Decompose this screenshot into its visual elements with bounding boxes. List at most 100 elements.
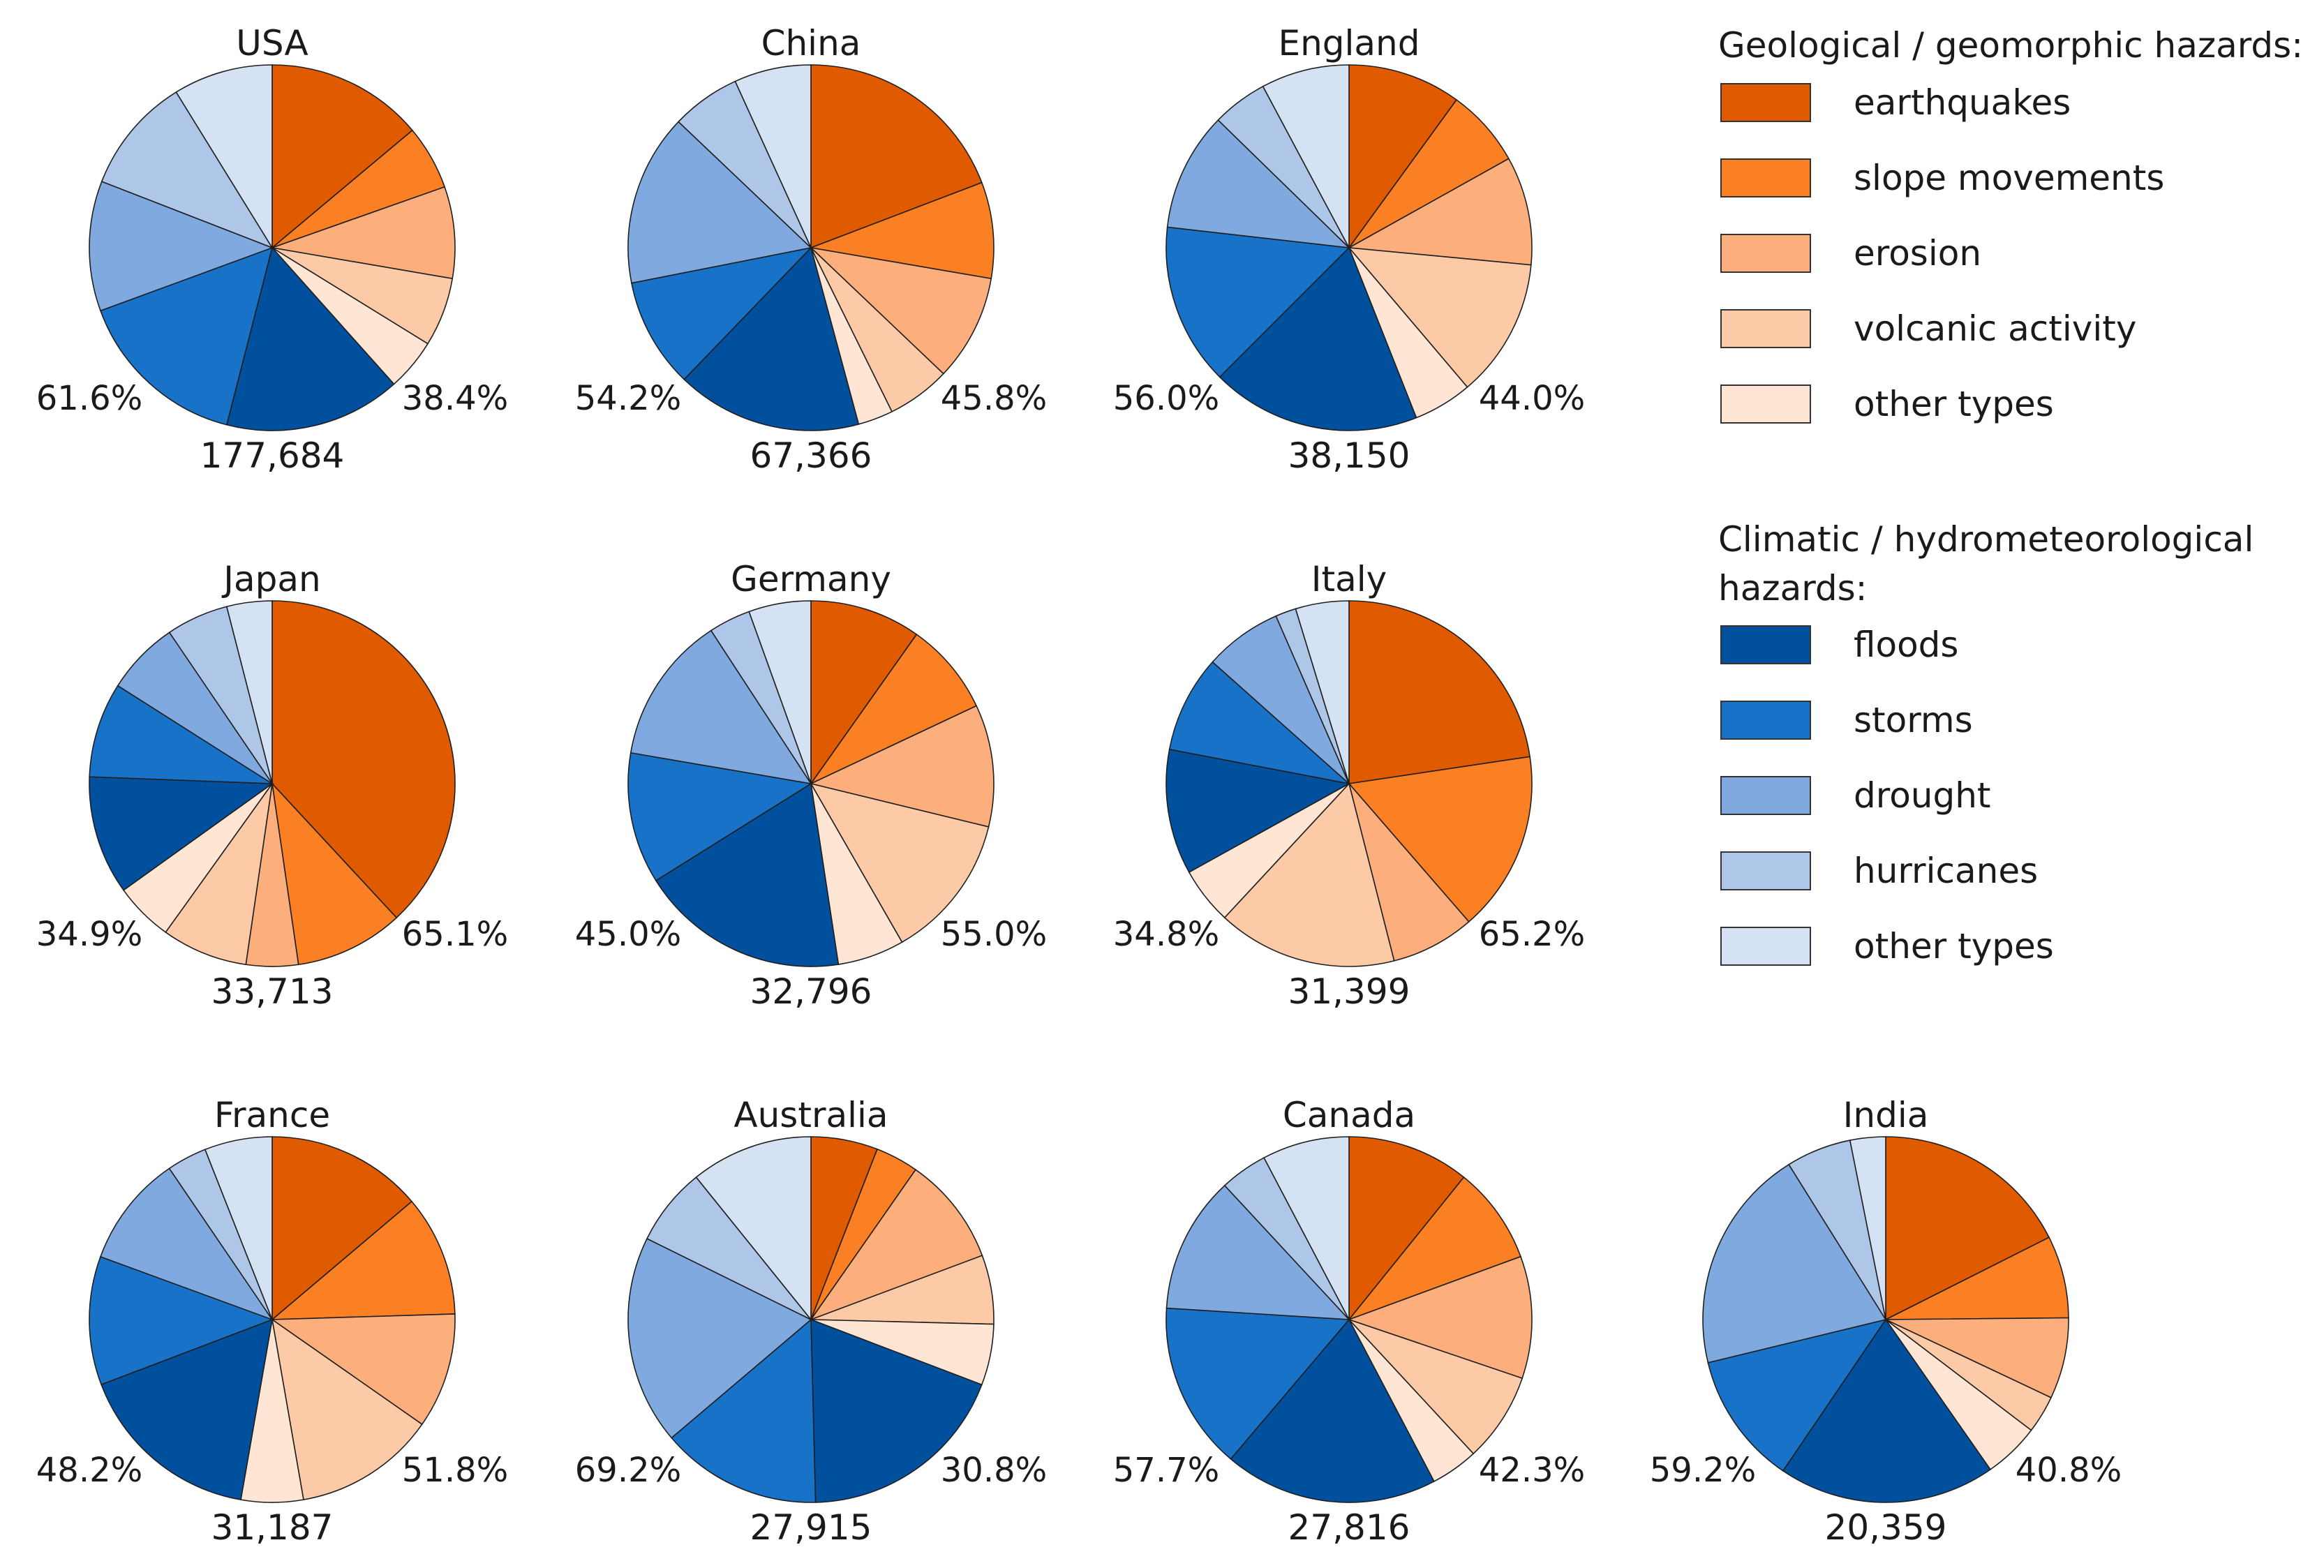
- pie-slice-germany-erosion: [809, 705, 995, 828]
- pie-title-italy: Italy: [1311, 559, 1387, 599]
- legend-swatch-other-climatic: [1720, 927, 1811, 966]
- total-label-france: 31,187: [211, 1507, 334, 1548]
- pie-slice-france-erosion: [270, 1313, 456, 1426]
- legend-label-volcanic-activity: volcanic activity: [1854, 308, 2136, 349]
- geo-pct-label-india: 40.8%: [2016, 1451, 2122, 1490]
- geo-pct-label-japan: 65.1%: [402, 915, 508, 954]
- legend-clim-items: floods storms drought hurricanes other types: [1720, 625, 2054, 966]
- pie-slice-italy-earthquakes: [1348, 600, 1531, 784]
- legend-swatch-floods: [1720, 625, 1811, 664]
- pie-slice-india-slope-movements: [1885, 1237, 2069, 1320]
- pie-slice-england-storms: [1165, 226, 1350, 378]
- legend-swatch-hurricanes: [1720, 851, 1811, 890]
- pie-title-india: India: [1843, 1095, 1929, 1135]
- geo-pct-label-canada: 42.3%: [1479, 1451, 1585, 1490]
- pie-slice-italy-volcanic-activity: [1223, 782, 1395, 967]
- total-label-australia: 27,915: [750, 1507, 872, 1548]
- geo-pct-label-usa: 38.4%: [402, 379, 508, 418]
- pie-slice-england-other-climatic: [1262, 64, 1350, 248]
- pie-slice-japan-storms: [89, 685, 274, 784]
- pie-slice-germany-other-climatic: [748, 600, 812, 784]
- total-label-japan: 33,713: [211, 971, 334, 1012]
- pie-slice-china-floods: [683, 246, 860, 431]
- legend-label-floods: floods: [1854, 625, 1958, 665]
- pie-slice-japan-earthquakes: [271, 600, 456, 919]
- pie-slice-germany-floods: [655, 782, 840, 967]
- legend-swatch-other-geo: [1720, 384, 1811, 424]
- pie-slice-china-drought: [627, 121, 812, 284]
- pie-slice-canada-drought: [1165, 1184, 1350, 1320]
- pie-title-australia: Australia: [733, 1095, 888, 1135]
- pie-australia: Australia 69.2% 30.8% 27,915: [575, 1095, 1047, 1548]
- pie-china: China 54.2% 45.8% 67,366: [575, 23, 1047, 476]
- pie-slice-china-earthquakes: [810, 64, 983, 249]
- total-label-china: 67,366: [750, 435, 872, 476]
- pie-slice-italy-storms: [1168, 661, 1351, 785]
- pie-title-usa: USA: [236, 23, 308, 64]
- legend-geo-items: earthquakes slope movements erosion volcani…: [1720, 82, 2164, 424]
- clim-pct-label-germany: 45.0%: [575, 915, 681, 954]
- geo-pct-label-australia: 30.8%: [941, 1451, 1047, 1490]
- pie-slice-canada-other-climatic: [1263, 1136, 1350, 1320]
- geo-pct-label-france: 51.8%: [402, 1451, 508, 1490]
- geo-pct-label-italy: 65.2%: [1479, 915, 1585, 954]
- pie-slice-usa-earthquakes: [271, 64, 413, 249]
- pie-slice-usa-erosion: [269, 186, 456, 280]
- pie-slice-france-slope-movements: [270, 1200, 456, 1320]
- pie-slice-italy-slope-movements: [1348, 756, 1533, 923]
- total-label-india: 20,359: [1825, 1507, 1947, 1548]
- clim-pct-label-italy: 34.8%: [1113, 915, 1219, 954]
- total-label-italy: 31,399: [1288, 971, 1410, 1012]
- pie-slice-germany-drought: [630, 629, 812, 785]
- pie-slice-china-storms: [631, 246, 813, 380]
- pie-title-france: France: [214, 1095, 330, 1135]
- pie-slice-usa-other-climatic: [175, 64, 273, 250]
- pie-slice-italy-drought: [1212, 615, 1350, 784]
- total-label-usa: 177,684: [200, 435, 345, 476]
- pie-title-germany: Germany: [731, 559, 891, 599]
- clim-pct-label-japan: 34.9%: [36, 915, 142, 954]
- pie-slice-england-volcanic-activity: [1348, 247, 1532, 388]
- pie-slice-england-slope-movements: [1348, 98, 1510, 248]
- pie-slice-germany-volcanic-activity: [810, 782, 990, 943]
- pie-slice-england-floods: [1219, 246, 1417, 431]
- pie-slice-japan-floods: [89, 776, 274, 891]
- pie-slice-australia-hurricanes: [646, 1176, 812, 1320]
- geo-pct-label-china: 45.8%: [941, 379, 1047, 418]
- pie-slice-canada-volcanic-activity: [1348, 1319, 1524, 1455]
- legend-label-drought: drought: [1854, 775, 1991, 816]
- legend-label-hurricanes: hurricanes: [1854, 851, 2038, 891]
- pie-slice-canada-storms: [1165, 1307, 1350, 1460]
- pie-slice-japan-slope-movements: [271, 782, 398, 966]
- pie-slice-germany-storms: [627, 752, 813, 882]
- clim-pct-label-china: 54.2%: [575, 379, 681, 418]
- legend-swatch-earthquakes: [1720, 83, 1811, 122]
- pie-slice-canada-erosion: [1347, 1255, 1533, 1380]
- pie-slice-india-floods: [1782, 1318, 1992, 1503]
- pie-england: England 56.0% 44.0% 38,150: [1113, 23, 1585, 476]
- pie-slice-china-erosion: [809, 246, 992, 375]
- legend-swatch-storms: [1720, 701, 1811, 740]
- legend-clim-heading-line1: Climatic / hydrometeorological: [1718, 519, 2254, 560]
- pie-canada: Canada 57.7% 42.3% 27,816: [1113, 1095, 1585, 1548]
- pie-slice-india-erosion: [1885, 1317, 2069, 1398]
- pie-title-china: China: [761, 23, 861, 64]
- pie-slice-italy-erosion: [1348, 783, 1470, 962]
- clim-pct-label-australia: 69.2%: [575, 1451, 681, 1490]
- legend-label-slope-movements: slope movements: [1854, 158, 2164, 198]
- pie-india: India 59.2% 40.8% 20,359: [1650, 1095, 2122, 1548]
- pie-slice-canada-floods: [1230, 1318, 1435, 1503]
- legend-label-storms: storms: [1854, 700, 1973, 740]
- legend-swatch-erosion: [1720, 234, 1811, 273]
- pie-slice-france-floods: [100, 1318, 274, 1501]
- pie-slice-usa-drought: [89, 181, 274, 312]
- pie-slice-canada-earthquakes: [1348, 1136, 1465, 1322]
- pie-italy: Italy 34.8% 65.2% 31,399: [1113, 559, 1585, 1012]
- pie-slice-england-erosion: [1347, 158, 1533, 266]
- geo-pct-label-germany: 55.0%: [941, 915, 1047, 954]
- pie-slice-china-slope-movements: [808, 181, 995, 280]
- pie-slice-china-other-climatic: [734, 64, 812, 248]
- pie-title-canada: Canada: [1283, 1095, 1415, 1135]
- legend-label-other-climatic: other types: [1854, 926, 2054, 966]
- pie-slice-australia-other-climatic: [695, 1136, 812, 1322]
